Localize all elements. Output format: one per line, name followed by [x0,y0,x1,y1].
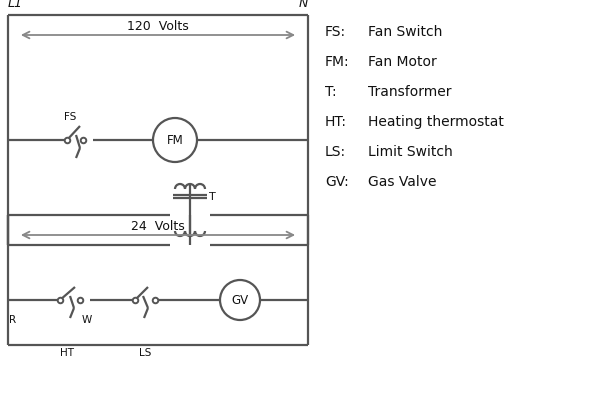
Text: W: W [82,315,92,325]
Text: 120  Volts: 120 Volts [127,20,189,33]
Text: Limit Switch: Limit Switch [368,145,453,159]
Text: FS:: FS: [325,25,346,39]
Text: L1: L1 [8,0,23,10]
Text: FM: FM [166,134,183,146]
Text: Fan Motor: Fan Motor [368,55,437,69]
Text: Heating thermostat: Heating thermostat [368,115,504,129]
Text: GV: GV [231,294,248,306]
Text: Fan Switch: Fan Switch [368,25,442,39]
Text: N: N [299,0,308,10]
Text: HT: HT [60,348,74,358]
Text: Gas Valve: Gas Valve [368,175,437,189]
Text: GV:: GV: [325,175,349,189]
Text: T:: T: [325,85,337,99]
Text: R: R [9,315,16,325]
Text: T: T [209,192,216,202]
Text: LS:: LS: [325,145,346,159]
Text: LS: LS [139,348,151,358]
Text: 24  Volts: 24 Volts [131,220,185,233]
Text: HT:: HT: [325,115,347,129]
Text: FM:: FM: [325,55,350,69]
Text: Transformer: Transformer [368,85,451,99]
Text: FS: FS [64,112,76,122]
